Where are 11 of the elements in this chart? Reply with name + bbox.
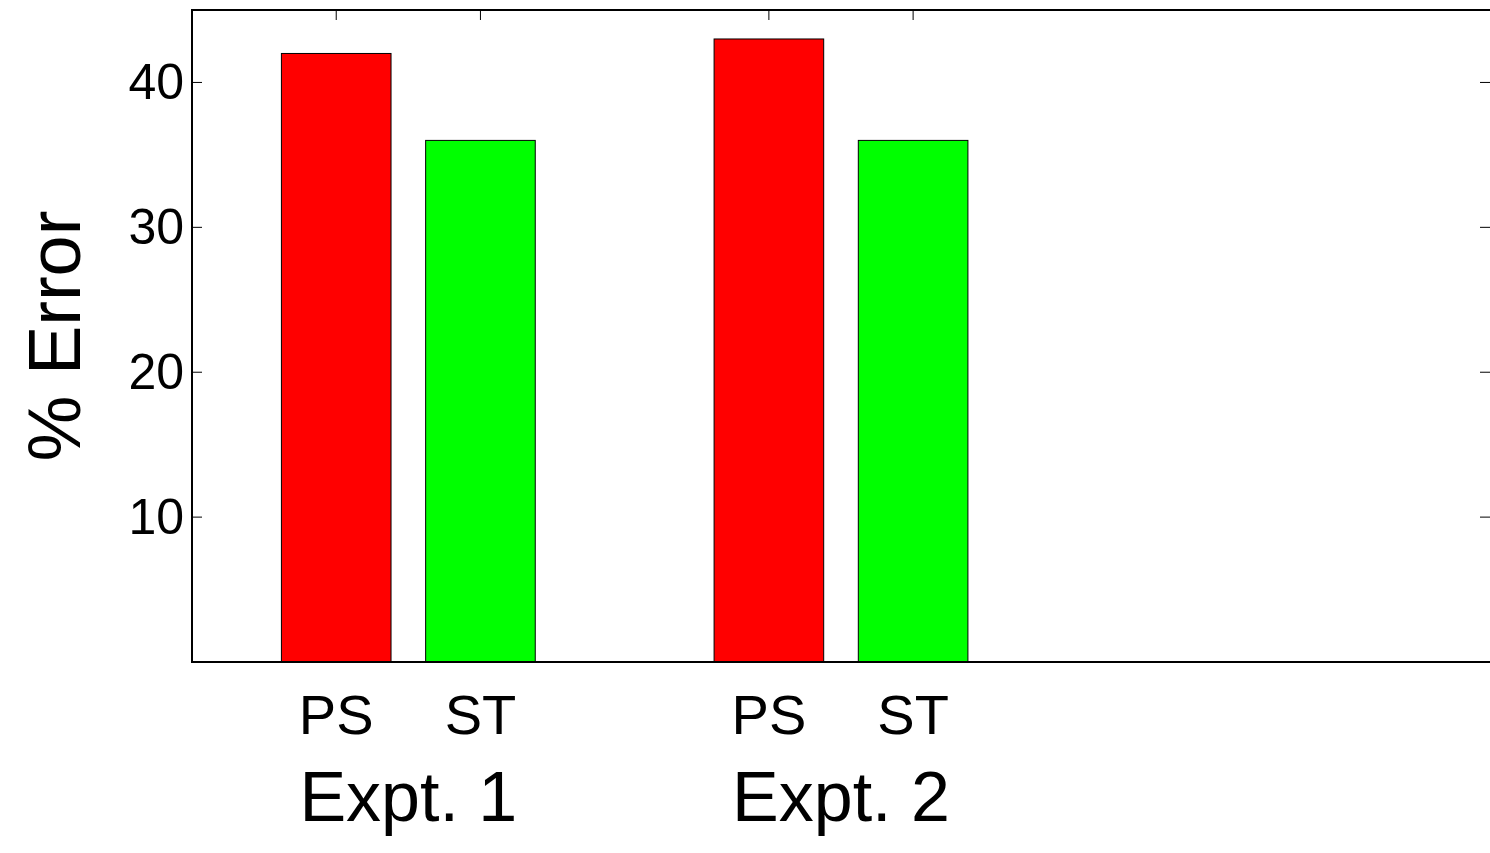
x-tick-label: PS — [731, 683, 807, 746]
x-tick-label: PS — [298, 683, 374, 746]
text: Expt. 1 — [299, 758, 518, 836]
x-tick-label: ST — [444, 683, 517, 746]
text: Expt. 2 — [732, 758, 950, 836]
y-axis-title: % Error — [13, 210, 96, 462]
y-tick-label: 20 — [128, 344, 184, 401]
x-tick-label: ST — [877, 683, 949, 746]
y-tick-label: 40 — [128, 54, 184, 111]
y-tick-label: 10 — [128, 489, 184, 546]
y-tick-label: 30 — [128, 199, 184, 256]
